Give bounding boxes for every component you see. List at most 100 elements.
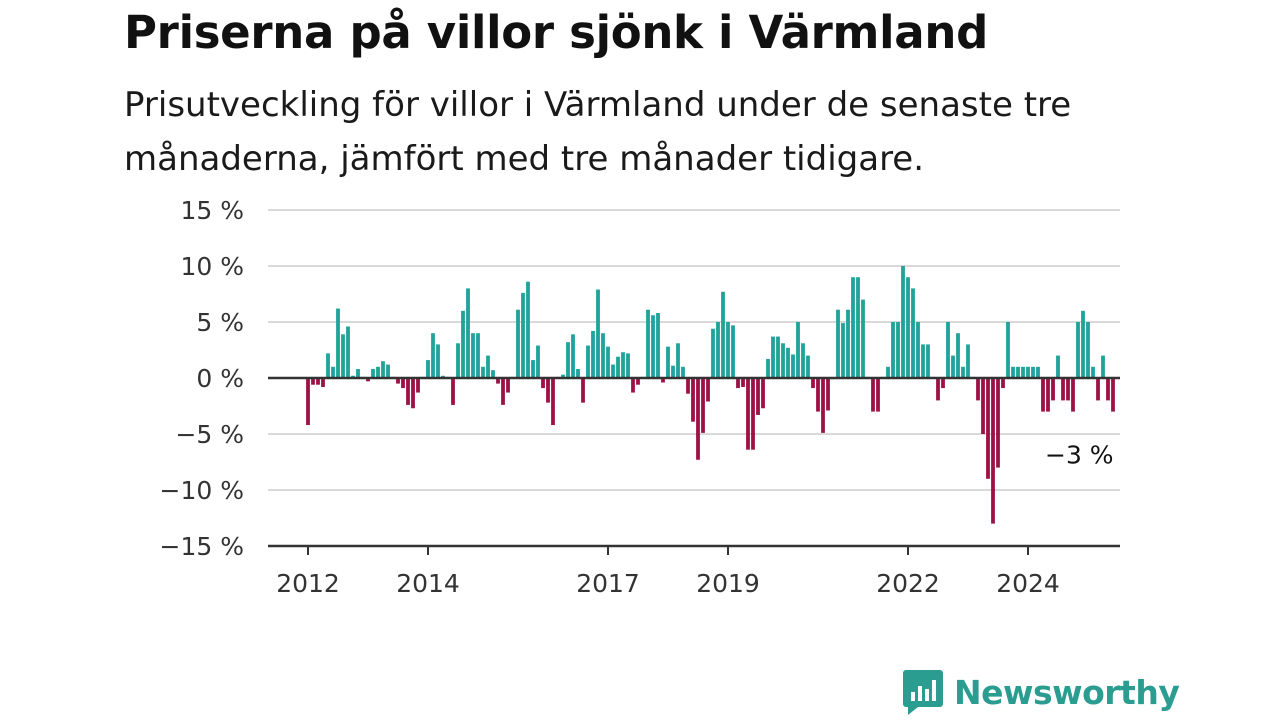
bar bbox=[411, 378, 415, 409]
bar bbox=[821, 378, 825, 433]
bar bbox=[386, 364, 390, 378]
bar bbox=[901, 266, 905, 378]
chart-title: Priserna på villor sjönk i Värmland bbox=[124, 6, 988, 59]
bar bbox=[856, 277, 860, 378]
x-tick-label: 2014 bbox=[396, 569, 460, 598]
bar bbox=[626, 353, 630, 378]
bar bbox=[1081, 310, 1085, 378]
bar bbox=[316, 378, 320, 385]
bar bbox=[1096, 378, 1100, 401]
bar bbox=[586, 345, 590, 378]
bar bbox=[306, 378, 310, 426]
bar bbox=[996, 378, 1000, 468]
newsworthy-logo: Newsworthy bbox=[902, 668, 1180, 716]
bar bbox=[396, 378, 400, 384]
bar bbox=[751, 378, 755, 450]
bar bbox=[826, 378, 830, 411]
bar bbox=[471, 333, 475, 378]
bar bbox=[731, 325, 735, 378]
bar bbox=[671, 365, 675, 378]
x-tick-label: 2017 bbox=[576, 569, 640, 598]
bar bbox=[591, 330, 595, 378]
bar bbox=[636, 378, 640, 385]
x-tick-label: 2012 bbox=[276, 569, 340, 598]
chart-subtitle: Prisutveckling för villor i Värmland und… bbox=[124, 85, 1072, 179]
bar-chart-logo-icon bbox=[903, 670, 943, 715]
bar bbox=[891, 322, 895, 378]
bar bbox=[541, 378, 545, 389]
bar bbox=[456, 343, 460, 378]
bar bbox=[461, 310, 465, 378]
y-tick-label: 5 % bbox=[196, 308, 244, 337]
bar bbox=[1016, 366, 1020, 378]
bar bbox=[616, 356, 620, 378]
bar bbox=[706, 378, 710, 402]
bar bbox=[521, 292, 525, 378]
x-tick-label: 2022 bbox=[876, 569, 940, 598]
bar bbox=[1066, 378, 1070, 401]
bar bbox=[371, 369, 375, 378]
bar bbox=[741, 378, 745, 387]
bar bbox=[906, 277, 910, 378]
bar bbox=[661, 378, 665, 383]
bar bbox=[1006, 322, 1010, 378]
bar bbox=[516, 309, 520, 378]
bar bbox=[551, 378, 555, 426]
bar bbox=[451, 378, 455, 405]
bar bbox=[786, 347, 790, 378]
bar bbox=[976, 378, 980, 401]
bar bbox=[536, 345, 540, 378]
bar bbox=[356, 369, 360, 378]
bar bbox=[711, 328, 715, 378]
bar bbox=[501, 378, 505, 405]
bar bbox=[1001, 378, 1005, 389]
bar bbox=[376, 366, 380, 378]
y-tick-label: 15 % bbox=[180, 196, 244, 225]
bar bbox=[956, 333, 960, 378]
bar bbox=[746, 378, 750, 450]
bar bbox=[811, 378, 815, 389]
bar bbox=[336, 308, 340, 378]
bar bbox=[486, 355, 490, 378]
bar bbox=[676, 343, 680, 378]
bar bbox=[1056, 355, 1060, 378]
bar bbox=[1046, 378, 1050, 412]
bar bbox=[1041, 378, 1045, 412]
brand-name: Newsworthy bbox=[954, 672, 1180, 712]
bar bbox=[766, 358, 770, 378]
bar bbox=[911, 288, 915, 378]
bar bbox=[771, 336, 775, 378]
bar bbox=[571, 334, 575, 378]
bar bbox=[716, 322, 720, 378]
bar bbox=[801, 343, 805, 378]
bar bbox=[1026, 366, 1030, 378]
bar bbox=[431, 333, 435, 378]
bar bbox=[1061, 378, 1065, 401]
bar bbox=[936, 378, 940, 401]
bar bbox=[476, 333, 480, 378]
bar bbox=[921, 344, 925, 378]
bar bbox=[491, 370, 495, 378]
bar bbox=[986, 378, 990, 479]
bar bbox=[426, 360, 430, 378]
bar bbox=[876, 378, 880, 412]
bar bbox=[966, 344, 970, 378]
bar bbox=[666, 346, 670, 378]
bar bbox=[1011, 366, 1015, 378]
bar bbox=[681, 366, 685, 378]
y-tick-label: −15 % bbox=[160, 532, 244, 561]
bar bbox=[726, 322, 730, 378]
bar bbox=[861, 299, 865, 378]
bar bbox=[1106, 378, 1110, 401]
bar bbox=[651, 315, 655, 378]
bar bbox=[1111, 378, 1115, 412]
bar bbox=[346, 326, 350, 378]
bar bbox=[321, 378, 325, 387]
bar bbox=[341, 334, 345, 378]
bar bbox=[991, 378, 995, 524]
bar bbox=[806, 355, 810, 378]
bar bbox=[611, 364, 615, 378]
bar bbox=[481, 366, 485, 378]
bar bbox=[696, 378, 700, 460]
